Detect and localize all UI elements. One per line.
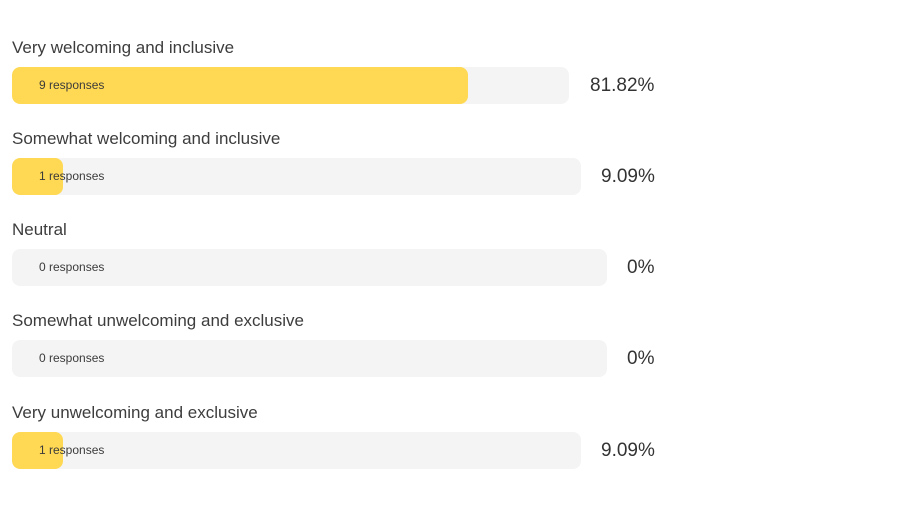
percent-label: 0%	[627, 257, 655, 278]
response-count: 9 responses	[39, 78, 105, 92]
bar-fill	[12, 432, 63, 469]
option-label: Neutral	[12, 220, 67, 239]
response-count: 1 responses	[39, 169, 105, 183]
option-label: Somewhat unwelcoming and exclusive	[12, 311, 304, 330]
bar-track: 0 responses	[12, 340, 607, 377]
response-count: 0 responses	[39, 260, 105, 274]
bar-track: 9 responses	[12, 67, 569, 104]
percent-label: 0%	[627, 348, 655, 369]
option-label: Very welcoming and inclusive	[12, 38, 235, 57]
response-count: 0 responses	[39, 351, 105, 365]
response-count: 1 responses	[39, 443, 105, 457]
option-label: Very unwelcoming and exclusive	[12, 403, 258, 422]
percent-label: 9.09%	[601, 166, 655, 187]
bar-track: 1 responses	[12, 158, 581, 195]
bar-track: 1 responses	[12, 432, 581, 469]
bar-fill	[12, 158, 63, 195]
bar-track: 0 responses	[12, 249, 607, 286]
option-label: Somewhat welcoming and inclusive	[12, 129, 281, 148]
bar-fill	[12, 67, 468, 104]
percent-label: 81.82%	[590, 75, 655, 96]
percent-label: 9.09%	[601, 440, 655, 461]
